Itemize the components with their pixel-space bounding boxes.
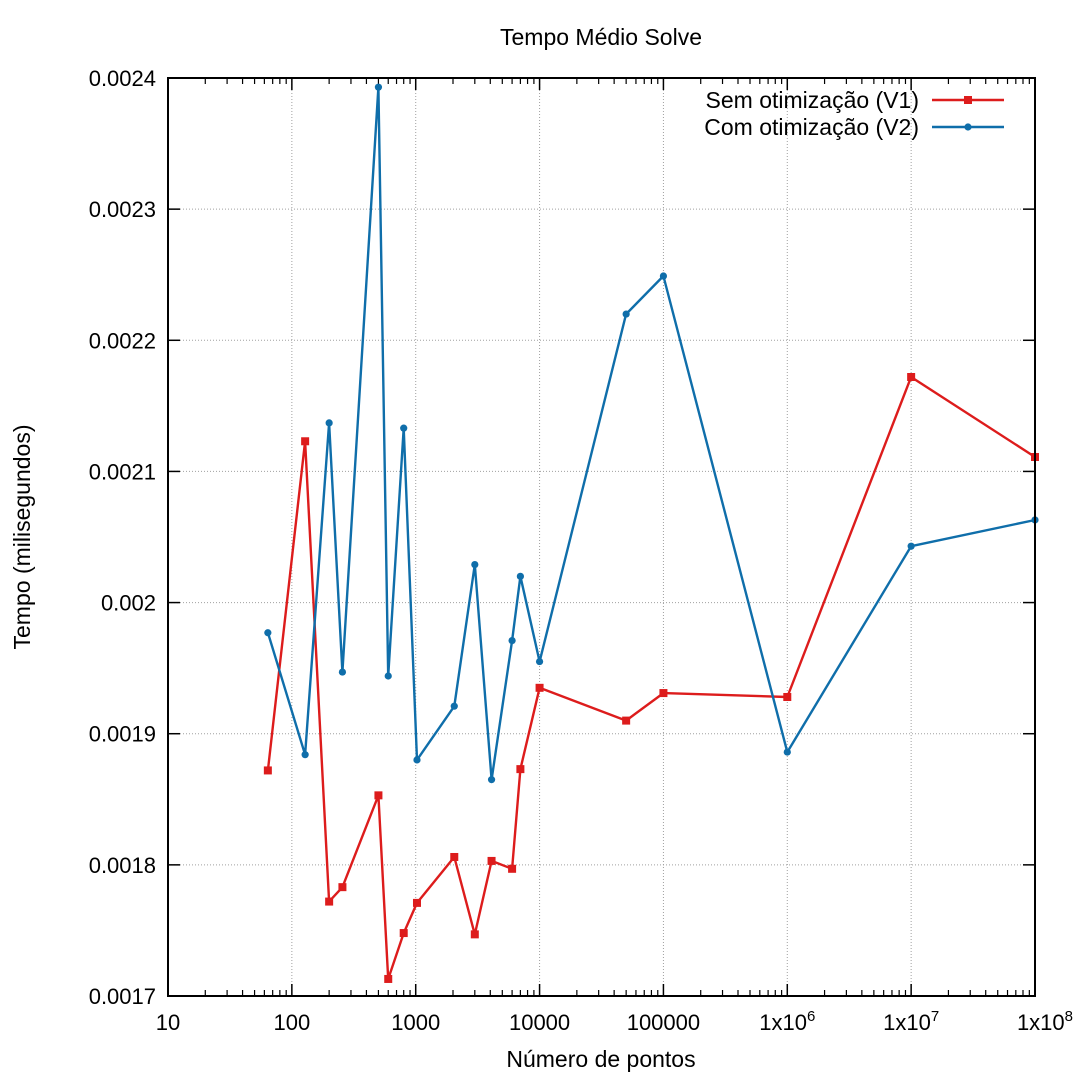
data-point [384, 672, 392, 680]
x-tick-labels: 10 100 1000 10000 100000 1x106 1x107 1x108 [156, 1008, 1073, 1035]
legend-label: Com otimização (V2) [704, 114, 919, 140]
series-line [266, 85, 1036, 781]
y-tick-label: 0.0018 [89, 853, 156, 878]
series-group [263, 83, 1039, 983]
data-point [907, 373, 916, 382]
data-point [338, 668, 347, 676]
y-tick-labels: 0.0017 0.0018 0.0019 0.002 0.0021 0.0022 0.002… [89, 66, 156, 1009]
data-point [338, 883, 347, 892]
x-tick-label: 1x108 [1017, 1008, 1073, 1035]
y-tick-label: 0.0023 [89, 197, 156, 222]
data-point [263, 766, 272, 775]
data-point [622, 716, 631, 725]
data-point [264, 629, 272, 637]
data-point [450, 702, 458, 710]
y-tick-label: 0.0019 [89, 722, 156, 747]
series-line [266, 375, 1036, 981]
x-tick-label: 10000 [509, 1010, 570, 1035]
legend-marker [964, 96, 972, 104]
data-point [508, 637, 516, 645]
y-tick-label: 0.002 [101, 591, 156, 616]
data-point [325, 419, 333, 427]
data-point [516, 765, 525, 774]
data-point [622, 310, 630, 318]
x-tick-label: 1x107 [883, 1008, 939, 1035]
y-tick-label: 0.0017 [89, 984, 156, 1009]
data-point [450, 852, 459, 861]
data-point [516, 572, 524, 580]
series-2 [264, 83, 1039, 784]
data-point [374, 791, 383, 800]
data-point [487, 856, 496, 865]
data-point [400, 424, 408, 432]
x-tick-label: 100 [273, 1010, 310, 1035]
data-point [783, 748, 791, 756]
x-axis-title: Número de pontos [506, 1046, 695, 1072]
data-point [659, 272, 668, 280]
chart-title: Tempo Médio Solve [500, 24, 702, 50]
data-point [783, 692, 792, 701]
data-point [384, 974, 393, 983]
data-point [470, 930, 479, 939]
legend-label: Sem otimização (V1) [706, 87, 919, 113]
legend: Sem otimização (V1)Com otimização (V2) [704, 87, 1004, 140]
y-tick-label: 0.0024 [89, 66, 156, 91]
x-tick-label: 10 [156, 1010, 180, 1035]
axis-ticks [167, 77, 1036, 997]
data-point [471, 560, 479, 569]
data-point [535, 683, 544, 692]
y-tick-label: 0.0021 [89, 459, 156, 484]
series-1 [263, 373, 1039, 983]
data-point [907, 542, 915, 550]
x-tick-label: 1000 [391, 1010, 440, 1035]
legend-marker [964, 123, 972, 131]
plot-frame [167, 77, 1036, 997]
x-tick-label: 100000 [627, 1010, 700, 1035]
data-point [399, 929, 408, 938]
data-point [413, 756, 421, 764]
data-point [374, 83, 383, 91]
y-tick-label: 0.0022 [89, 328, 156, 353]
data-point [412, 898, 421, 907]
data-point [301, 751, 309, 759]
x-tick-label: 1x106 [759, 1008, 815, 1035]
data-point [508, 864, 517, 873]
data-point [535, 657, 544, 666]
data-point [301, 437, 310, 446]
data-point [487, 776, 496, 784]
y-axis-title: Tempo (milisegundos) [9, 425, 35, 650]
data-point [659, 689, 668, 698]
data-point [325, 897, 334, 906]
grid [168, 78, 1035, 996]
